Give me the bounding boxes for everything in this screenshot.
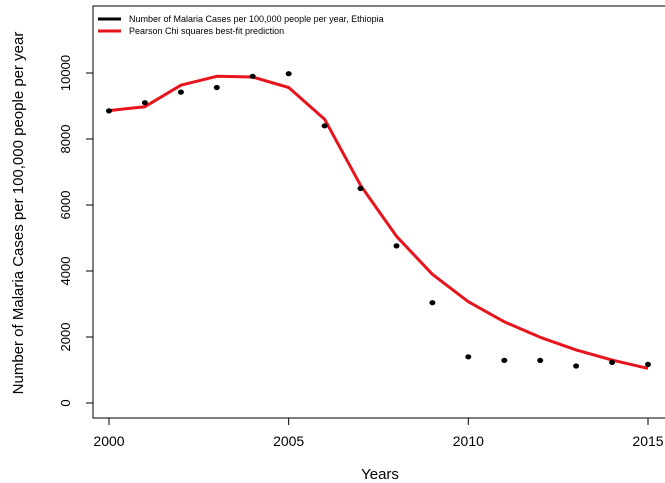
x-tick-label: 2000 [93,433,124,449]
legend-label-fit: Pearson Chi squares best-fit prediction [129,26,284,36]
data-point [249,73,256,79]
data-point [429,300,436,306]
x-tick-label: 2010 [453,433,484,449]
y-axis-label: Number of Malaria Cases per 100,000 peop… [10,32,27,395]
data-point [357,185,364,192]
data-point [501,357,508,363]
data-point [321,123,328,129]
y-tick-label: 6000 [58,191,73,220]
x-axis-label: Years [361,466,399,483]
y-axis: 0 2000 4000 6000 8000 10000 [58,55,94,407]
data-point [645,361,651,367]
data-point [177,89,184,95]
data-point [106,108,112,114]
data-point [609,359,616,365]
data-point [141,100,148,106]
data-point [213,84,220,91]
x-axis: 2000 2005 2010 2015 [93,417,664,449]
data-point [465,354,472,360]
series-layer [106,71,651,370]
x-tick-label: 2005 [273,433,304,449]
data-point [573,363,580,369]
y-tick-label: 8000 [58,125,73,154]
y-tick-label: 2000 [58,323,73,352]
data-point [285,71,292,77]
data-point [537,357,544,363]
y-tick-label: 4000 [58,257,73,286]
y-tick-label: 0 [58,399,73,406]
x-tick-label: 2015 [632,433,663,449]
data-point [393,243,400,249]
fit-line [108,74,649,370]
y-tick-label: 10000 [58,55,73,91]
legend-label-observed: Number of Malaria Cases per 100,000 peop… [129,14,384,24]
legend: Number of Malaria Cases per 100,000 peop… [98,14,384,36]
